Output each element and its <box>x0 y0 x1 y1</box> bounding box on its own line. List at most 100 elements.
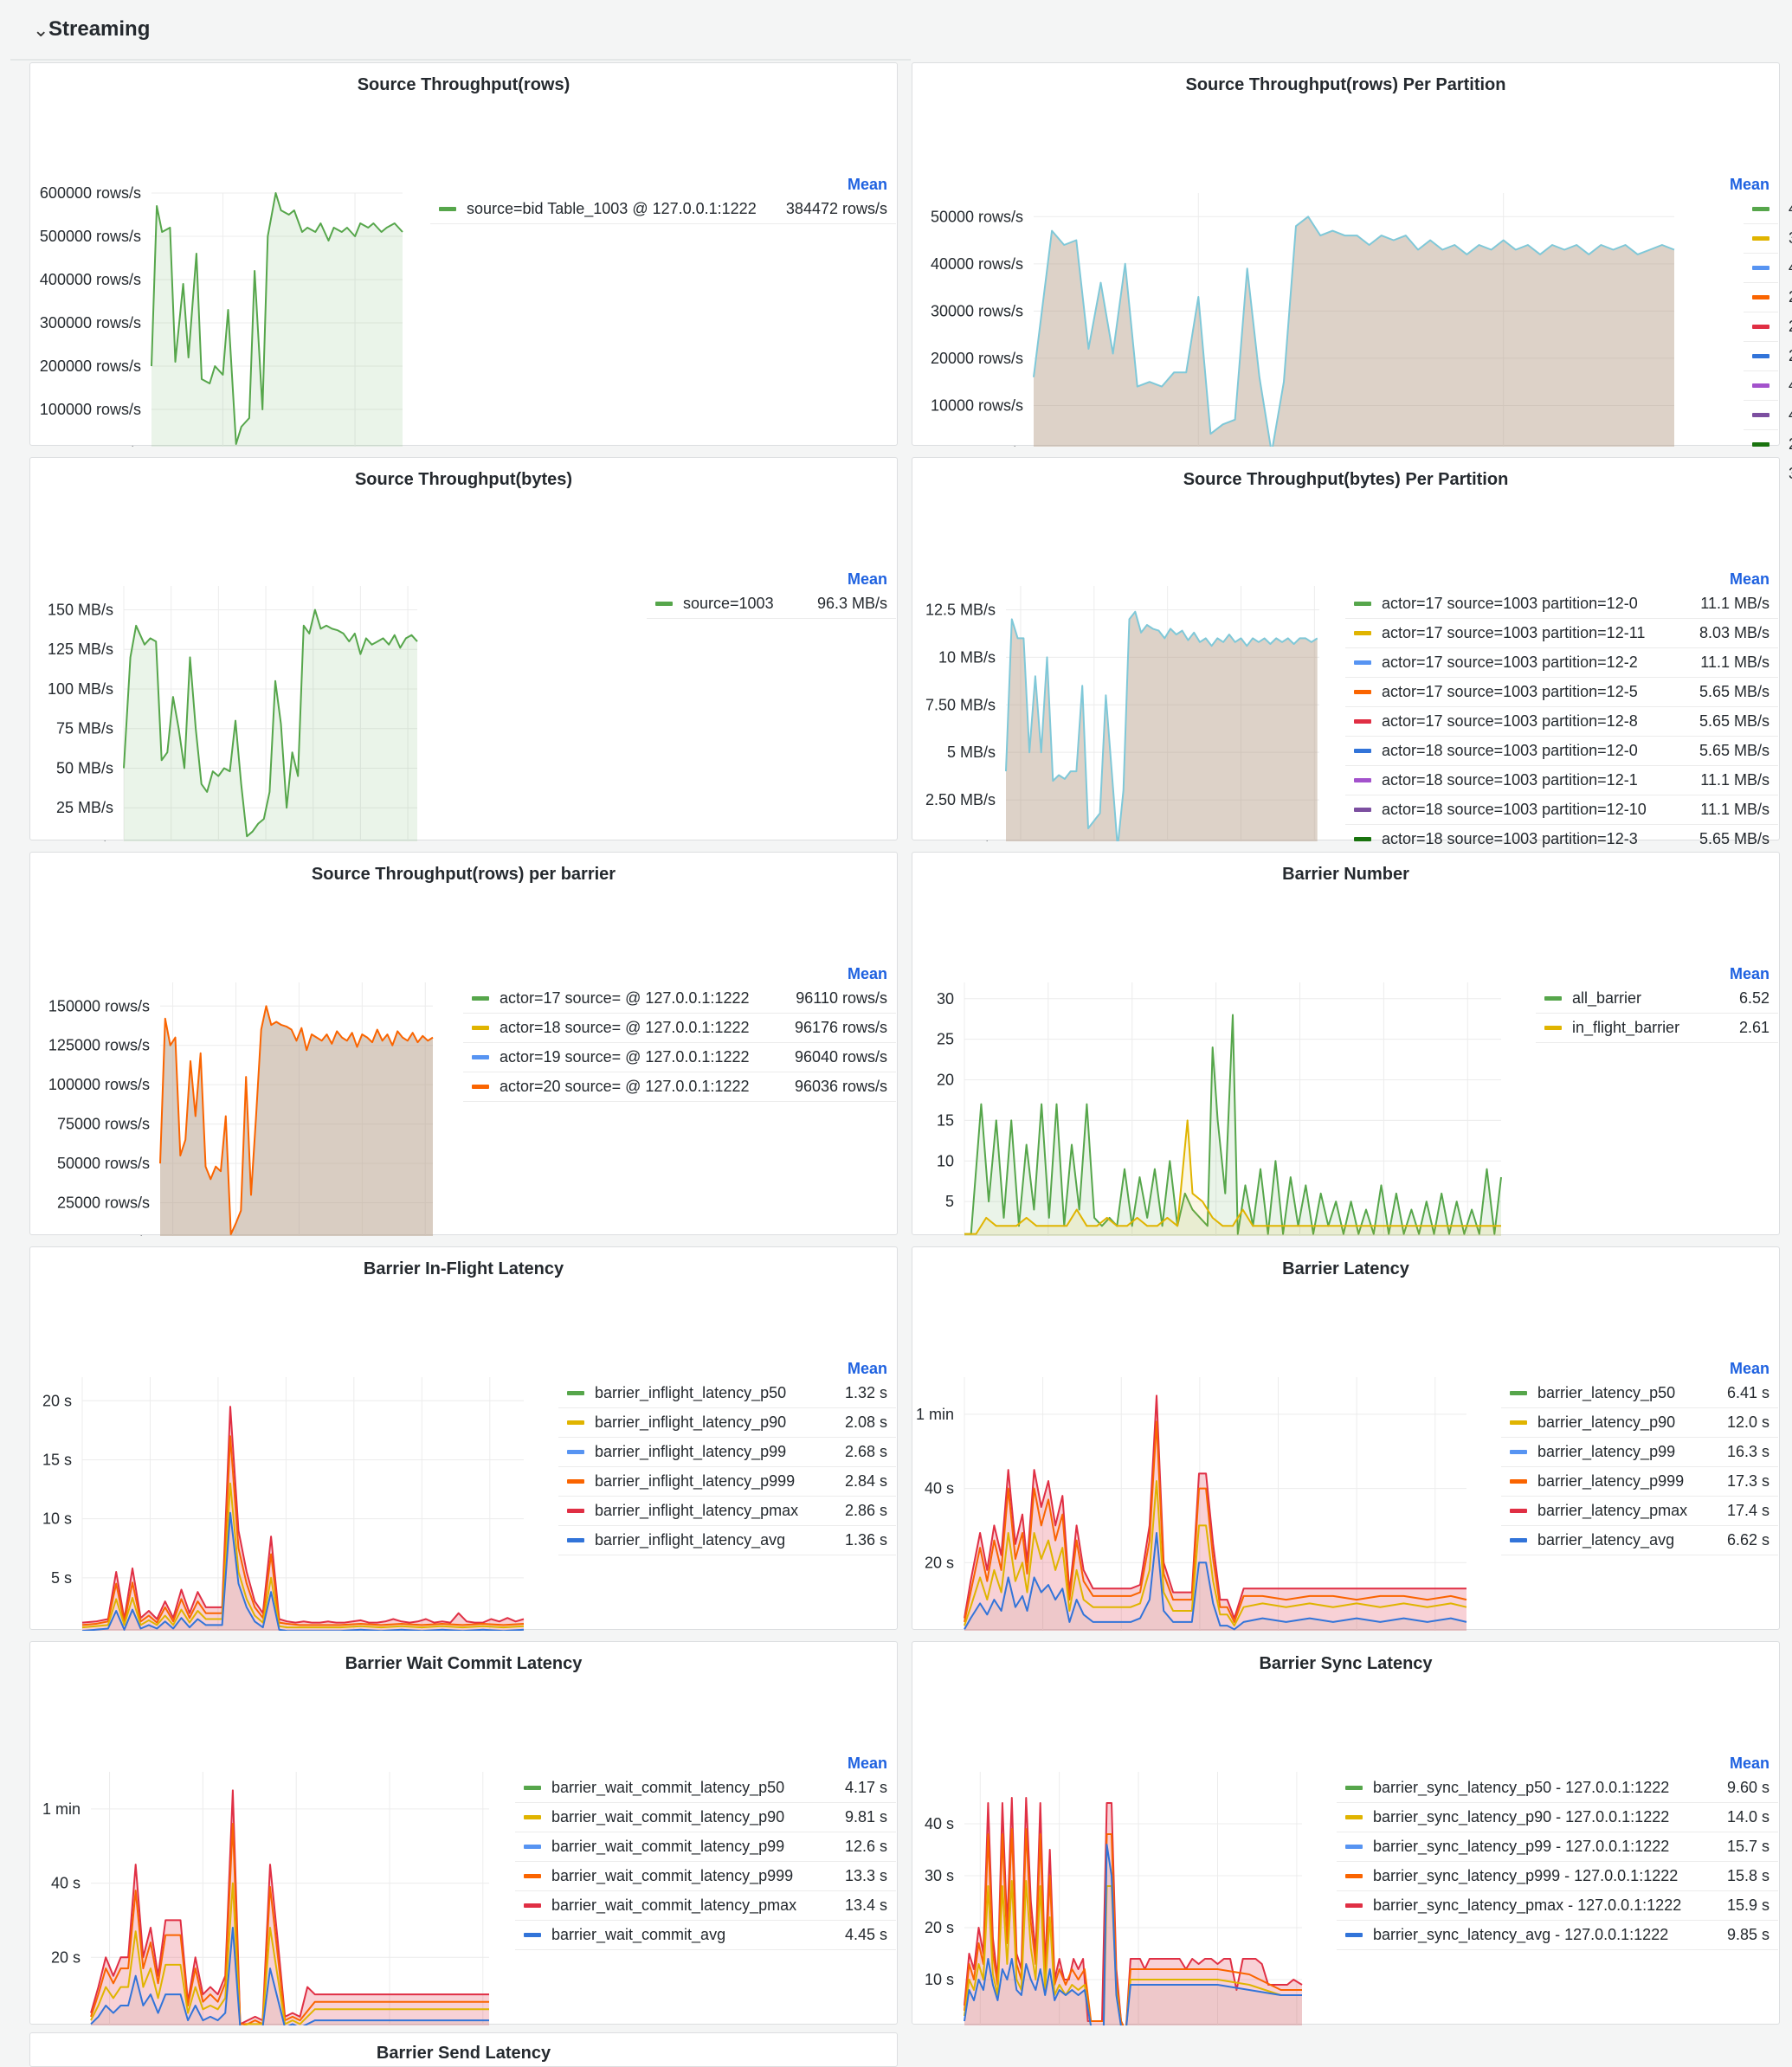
legend-series-name[interactable]: actor=18 source=1003 partition=12-1 <box>1382 771 1638 789</box>
legend-item[interactable]: barrier_wait_commit_latency_pmax 13.4 s <box>515 1891 896 1921</box>
legend-series-name[interactable]: source=1003 <box>683 595 774 612</box>
legend-item[interactable]: barrier_latency_p50 6.41 s <box>1501 1379 1778 1408</box>
legend-series-name[interactable]: barrier_wait_commit_latency_p99 <box>551 1838 785 1855</box>
legend-item[interactable]: all_barrier 6.52 <box>1536 984 1778 1014</box>
legend-series-name[interactable]: barrier_sync_latency_avg - 127.0.0.1:122… <box>1373 1926 1669 1943</box>
panel-barrier-number[interactable]: Barrier Number05101520253015:1015:2015:3… <box>912 852 1780 1236</box>
legend-item[interactable]: barrier_latency_p90 12.0 s <box>1501 1408 1778 1438</box>
legend-swatch[interactable] <box>1345 1845 1363 1849</box>
legend-series-name[interactable]: barrier_inflight_latency_p99 <box>595 1443 787 1460</box>
legend-item[interactable]: barrier_inflight_latency_p999 2.84 s <box>558 1467 896 1497</box>
legend-swatch[interactable] <box>1752 325 1769 329</box>
legend-item[interactable]: actor=17 source=1003 partition=12-2 11.1 … <box>1345 648 1778 678</box>
legend-series-name[interactable]: actor=18 source=1003 partition=12-0 <box>1382 742 1638 759</box>
legend-item[interactable]: barrier_wait_commit_avg 4.45 s <box>515 1921 896 1950</box>
legend-swatch[interactable] <box>1752 354 1769 358</box>
legend-swatch[interactable] <box>567 1538 584 1542</box>
legend-item[interactable]: actor=20 source= @ 127.0.0.1:1222 96036 r… <box>463 1072 896 1102</box>
legend-mean-header[interactable]: Mean <box>1729 1755 1769 1772</box>
legend-item[interactable]: barrier_inflight_latency_p50 1.32 s <box>558 1379 896 1408</box>
legend-series-name[interactable]: barrier_inflight_latency_avg <box>595 1531 786 1549</box>
legend-series-name[interactable]: source=bid Table_1003 @ 127.0.0.1:1222 <box>467 200 757 217</box>
legend-series-name[interactable]: barrier_sync_latency_p99 - 127.0.0.1:122… <box>1373 1838 1670 1855</box>
legend-item[interactable]: barrier_latency_pmax 17.4 s <box>1501 1497 1778 1526</box>
legend-item[interactable]: actor=17 source=1003 partition=12-8 5.65 … <box>1345 707 1778 737</box>
legend-swatch[interactable] <box>439 207 456 211</box>
legend-swatch[interactable] <box>524 1933 541 1937</box>
legend-item[interactable]: actor=17 source=1003 partition=12-11 8.03… <box>1345 619 1778 648</box>
legend-item[interactable]: barrier_latency_p99 16.3 s <box>1501 1438 1778 1467</box>
legend-item[interactable]: actor=18 source=1003 partition=12-104416… <box>1744 401 1792 430</box>
legend-swatch[interactable] <box>472 1085 489 1089</box>
legend-swatch[interactable] <box>567 1391 584 1395</box>
legend-item[interactable]: actor=17 source=1003 partition=12-044112… <box>1744 195 1792 224</box>
legend-swatch[interactable] <box>1752 295 1769 299</box>
legend-item[interactable]: barrier_wait_commit_latency_p50 4.17 s <box>515 1774 896 1803</box>
legend-swatch[interactable] <box>1510 1450 1527 1454</box>
legend-series-name[interactable]: barrier_sync_latency_pmax - 127.0.0.1:12… <box>1373 1896 1682 1914</box>
legend-item[interactable]: actor=17 source= @ 127.0.0.1:1222 96110 r… <box>463 984 896 1014</box>
legend-swatch[interactable] <box>1354 837 1371 841</box>
legend-swatch[interactable] <box>1345 1903 1363 1908</box>
chevron-down-icon[interactable]: ⌄ <box>33 19 49 41</box>
legend-series-name[interactable]: barrier_inflight_latency_p90 <box>595 1413 787 1431</box>
legend-series-name[interactable]: barrier_wait_commit_avg <box>551 1926 726 1943</box>
legend-item[interactable]: actor=18 source=1003 partition=12-1 11.1 … <box>1345 766 1778 795</box>
legend-swatch[interactable] <box>567 1479 584 1484</box>
legend-item[interactable]: actor=18 source= @ 127.0.0.1:1222 96176 r… <box>463 1014 896 1043</box>
legend-swatch[interactable] <box>1354 749 1371 753</box>
panel-source-throughput-rows-per-partition[interactable]: Source Throughput(rows) Per Partition 0 r… <box>912 62 1792 489</box>
legend-series-name[interactable]: barrier_wait_commit_latency_pmax <box>551 1896 797 1914</box>
legend-item[interactable]: actor=17 source=1003 partition=12-0 11.1 … <box>1345 589 1778 619</box>
legend-series-name[interactable]: barrier_wait_commit_latency_p999 <box>551 1867 794 1884</box>
legend-item[interactable]: actor=18 source=1003 partition=12-3 5.65 … <box>1345 825 1778 854</box>
legend-swatch[interactable] <box>1345 1933 1363 1937</box>
legend-swatch[interactable] <box>1510 1538 1527 1542</box>
legend-item[interactable]: actor=17 source=1003 partition=12-522588… <box>1744 283 1792 312</box>
row-header[interactable]: ⌄ Streaming <box>10 0 911 61</box>
legend-item[interactable]: barrier_sync_latency_p99 - 127.0.0.1:122… <box>1337 1832 1778 1862</box>
legend-item[interactable]: barrier_inflight_latency_pmax 2.86 s <box>558 1497 896 1526</box>
legend-series-name[interactable]: actor=20 source= @ 127.0.0.1:1222 <box>500 1078 750 1095</box>
legend-swatch[interactable] <box>1354 660 1371 665</box>
panel-barrier-send-latency[interactable]: Barrier Send Latency <box>29 2032 898 2067</box>
legend-item[interactable]: in_flight_barrier 2.61 <box>1536 1014 1778 1043</box>
legend-item[interactable]: barrier_sync_latency_p999 - 127.0.0.1:12… <box>1337 1862 1778 1891</box>
legend-item[interactable]: barrier_inflight_latency_avg 1.36 s <box>558 1526 896 1555</box>
legend-mean-header[interactable]: Mean <box>847 965 887 982</box>
legend-swatch[interactable] <box>472 1026 489 1030</box>
legend-mean-header[interactable]: Mean <box>1729 1360 1769 1377</box>
legend-mean-header[interactable]: Mean <box>1729 570 1769 588</box>
legend-series-name[interactable]: actor=17 source=1003 partition=12-11 <box>1382 624 1646 641</box>
legend-mean-header[interactable]: Mean <box>1729 965 1769 982</box>
legend-mean-header[interactable]: Mean <box>847 1755 887 1772</box>
legend-item[interactable]: barrier_sync_latency_pmax - 127.0.0.1:12… <box>1337 1891 1778 1921</box>
legend-mean-header[interactable]: Mean <box>847 1360 887 1377</box>
legend-swatch[interactable] <box>472 1055 489 1059</box>
legend-series-name[interactable]: barrier_latency_p999 <box>1537 1472 1685 1490</box>
legend-swatch[interactable] <box>1354 778 1371 782</box>
legend-item[interactable]: barrier_sync_latency_avg - 127.0.0.1:122… <box>1337 1921 1778 1950</box>
legend-item[interactable]: barrier_latency_avg 6.62 s <box>1501 1526 1778 1555</box>
legend-swatch[interactable] <box>1345 1815 1363 1819</box>
legend-mean-header[interactable]: Mean <box>1729 176 1769 193</box>
legend-series-name[interactable]: actor=17 source=1003 partition=12-8 <box>1382 712 1638 730</box>
legend-swatch[interactable] <box>567 1450 584 1454</box>
legend-series-name[interactable]: barrier_inflight_latency_p50 <box>595 1384 787 1401</box>
legend-swatch[interactable] <box>1510 1479 1527 1484</box>
legend-series-name[interactable]: actor=18 source=1003 partition=12-10 <box>1382 801 1647 818</box>
legend-swatch[interactable] <box>1354 602 1371 606</box>
legend-series-name[interactable]: actor=17 source=1003 partition=12-2 <box>1382 654 1638 671</box>
legend-swatch[interactable] <box>1752 413 1769 417</box>
legend-item[interactable]: actor=18 source=1003 partition=12-144160… <box>1744 371 1792 401</box>
legend-swatch[interactable] <box>567 1509 584 1513</box>
legend-swatch[interactable] <box>655 602 673 606</box>
panel-source-throughput-rows[interactable]: Source Throughput(rows) 0 rows/s 100000 ro… <box>29 62 898 447</box>
legend-series-name[interactable]: actor=18 source=1003 partition=12-3 <box>1382 830 1638 847</box>
legend-item[interactable]: barrier_sync_latency_p90 - 127.0.0.1:122… <box>1337 1803 1778 1832</box>
legend-swatch[interactable] <box>1752 383 1769 388</box>
legend-series-name[interactable]: barrier_inflight_latency_p999 <box>595 1472 796 1490</box>
legend-mean-header[interactable]: Mean <box>847 176 887 193</box>
legend-swatch[interactable] <box>1752 442 1769 447</box>
legend-swatch[interactable] <box>524 1815 541 1819</box>
